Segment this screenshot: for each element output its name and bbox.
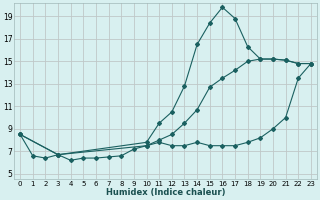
X-axis label: Humidex (Indice chaleur): Humidex (Indice chaleur) [106, 188, 225, 197]
